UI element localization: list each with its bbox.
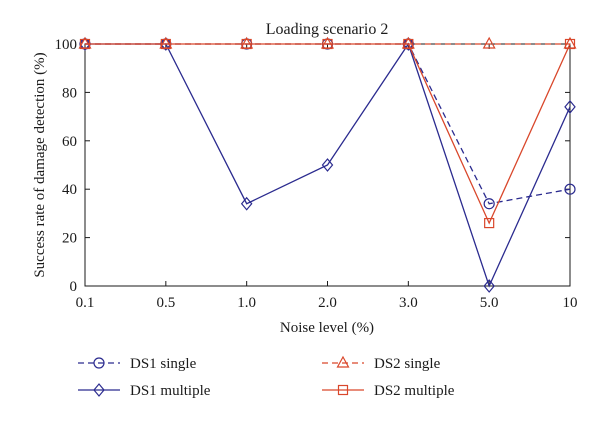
diamond-marker	[483, 279, 495, 293]
circle-marker	[483, 198, 495, 210]
chart-title: Loading scenario 2	[266, 21, 389, 38]
diamond-marker	[321, 158, 334, 172]
diamond-marker	[160, 37, 172, 51]
series-line	[85, 43, 571, 225]
y-axis-label: Success rate of damage detection (%)	[32, 52, 48, 277]
square-marker	[160, 38, 171, 50]
legend: DS1 single DS1 multiple DS2 single DS2 mult…	[78, 355, 455, 399]
x-tick-label: 0.1	[76, 295, 95, 311]
x-axis-label: Noise level (%)	[280, 320, 374, 336]
triangle-marker	[482, 36, 496, 49]
diamond-marker	[93, 383, 105, 397]
diamond-marker	[402, 37, 415, 51]
square-marker	[564, 38, 576, 50]
legend-entry: DS1 single	[78, 356, 197, 372]
x-tick-label: 0.5	[156, 295, 175, 311]
y-tick-label: 0	[70, 279, 78, 295]
legend-label: DS2 multiple	[374, 383, 455, 399]
circle-marker	[564, 183, 576, 195]
y-tick-label: 20	[62, 231, 77, 247]
legend-entry: DS2 multiple	[322, 383, 455, 399]
series-line	[85, 43, 571, 205]
square-marker	[337, 384, 349, 396]
series-line	[85, 42, 571, 288]
series-lines	[78, 36, 577, 293]
legend-entry: DS2 single	[322, 355, 441, 372]
series-ds1-multiple	[79, 37, 576, 293]
y-tick-label: 100	[55, 37, 78, 53]
y-tick-label: 40	[62, 182, 77, 198]
series-ds2-multiple	[79, 38, 576, 229]
circle-marker	[93, 357, 105, 369]
square-marker	[322, 38, 333, 50]
legend-label: DS1 single	[130, 356, 197, 372]
x-tick-label: 5.0	[480, 295, 499, 311]
legend-label: DS2 single	[374, 356, 441, 372]
x-tick-label: 10	[563, 295, 578, 311]
legend-label: DS1 multiple	[130, 383, 211, 399]
triangle-marker	[336, 355, 350, 368]
y-tick-label: 80	[62, 85, 77, 101]
x-tick-label: 1.0	[237, 295, 256, 311]
square-marker	[241, 38, 252, 50]
x-tick-label: 2.0	[318, 295, 337, 311]
series-ds1-single	[79, 38, 576, 210]
square-marker	[484, 217, 495, 229]
y-tick-label: 60	[62, 134, 77, 150]
diamond-marker	[79, 37, 91, 51]
diamond-marker	[564, 99, 576, 114]
diamond-marker	[240, 196, 253, 211]
x-tick-label: 3.0	[399, 295, 418, 311]
legend-entry: DS1 multiple	[78, 383, 211, 399]
square-marker	[403, 38, 414, 50]
square-marker	[79, 38, 91, 50]
